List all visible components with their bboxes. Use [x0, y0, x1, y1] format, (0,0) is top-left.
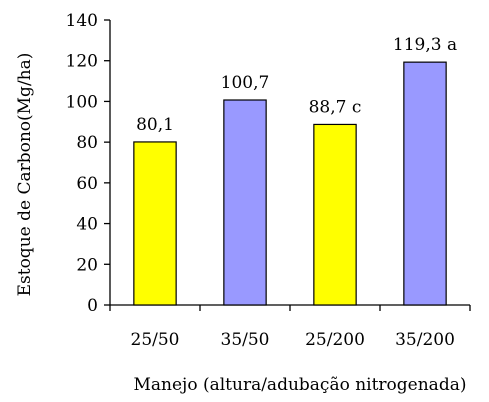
- y-tick-label: 20: [76, 255, 98, 275]
- x-axis: 25/50 35/50 25/200 35/200: [109, 304, 471, 350]
- y-tick-label: 40: [76, 215, 98, 235]
- bar-25-200: [313, 123, 357, 306]
- y-tick-label: 0: [87, 296, 98, 316]
- x-tick-label: 35/50: [221, 330, 270, 350]
- y-tick-label: 120: [66, 52, 98, 72]
- y-tick-label: 100: [66, 92, 98, 112]
- y-tick-label: 140: [66, 11, 98, 31]
- x-axis-title: Manejo (altura/adubação nitrogenada): [134, 375, 467, 395]
- x-tick-label: 25/200: [305, 330, 365, 350]
- y-axis: 0 20 40 60 80 100 120 140: [66, 11, 111, 316]
- bar-value-label: 100,7: [221, 73, 270, 93]
- bar-value-label: 88,7 c: [309, 97, 362, 117]
- bar-35-200: [403, 61, 447, 306]
- bar-35-50: [223, 99, 267, 306]
- y-axis-title: Estoque de Carbono(Mg/ha): [15, 53, 35, 297]
- y-tick-label: 80: [76, 133, 98, 153]
- x-tick-label: 25/50: [131, 330, 180, 350]
- y-tick-label: 60: [76, 174, 98, 194]
- data-labels: 80,1 100,7 88,7 c 119,3 a: [136, 35, 457, 135]
- x-tick-label: 35/200: [395, 330, 455, 350]
- bars: [133, 61, 447, 306]
- bar-value-label: 80,1: [136, 115, 174, 135]
- bar-value-label: 119,3 a: [393, 35, 457, 55]
- bar-25-50: [133, 141, 177, 306]
